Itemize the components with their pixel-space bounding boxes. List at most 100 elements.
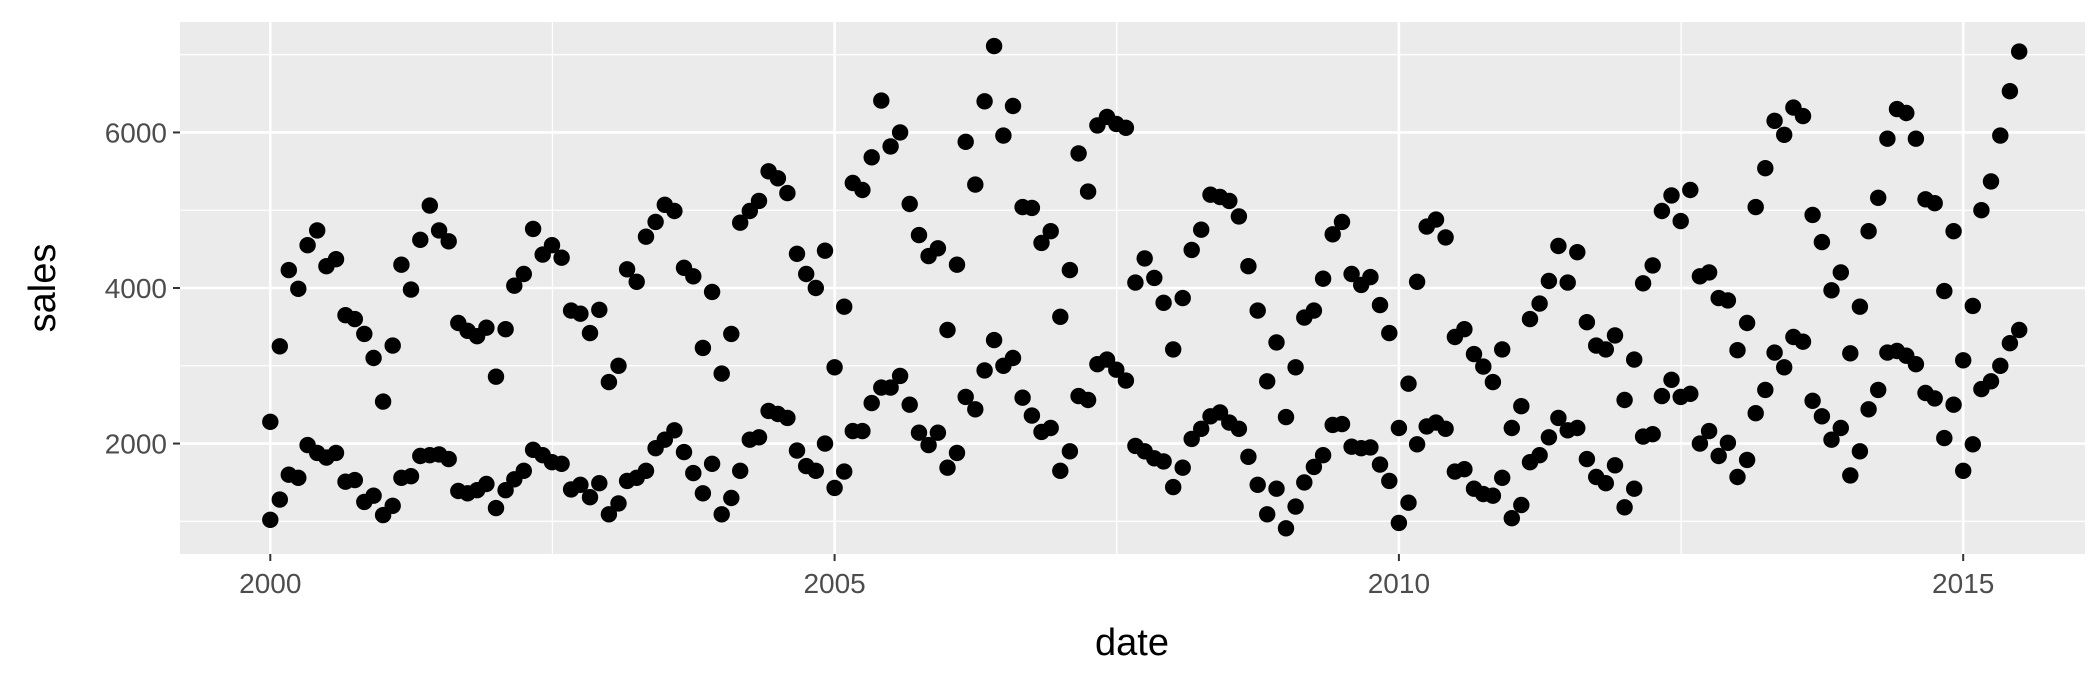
data-point (1578, 314, 1596, 331)
data-point (1992, 127, 2009, 144)
data-point (1004, 349, 1022, 367)
data-point (807, 462, 824, 479)
data-point (1456, 461, 1473, 478)
data-point (1832, 419, 1850, 437)
data-point (1531, 447, 1548, 464)
data-point (985, 37, 1003, 55)
data-point (271, 338, 288, 355)
data-point (2011, 43, 2028, 60)
data-point (618, 261, 636, 278)
data-point (1936, 429, 1953, 447)
data-point (1183, 241, 1200, 259)
data-point (920, 436, 937, 454)
data-point (1314, 270, 1332, 287)
data-point (1955, 352, 1972, 369)
data-point (1879, 130, 1896, 147)
data-point (1408, 436, 1426, 453)
data-point (1127, 274, 1144, 291)
data-point (1813, 408, 1831, 425)
data-point (1324, 226, 1341, 243)
data-point (750, 429, 768, 446)
data-point (1729, 342, 1746, 359)
data-point (1870, 189, 1887, 206)
y-tick-label: 4000 (105, 273, 167, 304)
data-point (1155, 294, 1172, 311)
data-point (901, 195, 918, 213)
data-point (1400, 375, 1417, 392)
data-point (1052, 462, 1069, 479)
data-point (1710, 447, 1727, 465)
data-point (1794, 107, 1812, 125)
data-point (1070, 145, 1087, 162)
data-point (1766, 344, 1783, 361)
data-point (524, 220, 542, 238)
data-point (854, 181, 871, 199)
data-point (1719, 292, 1737, 309)
data-point (1559, 274, 1576, 291)
data-point (694, 339, 712, 357)
data-point (1494, 341, 1511, 358)
data-point (1851, 443, 1869, 460)
data-point (440, 233, 457, 250)
data-point (666, 202, 683, 220)
data-point (816, 242, 834, 259)
data-point (346, 471, 363, 489)
data-point (836, 298, 853, 315)
data-point (836, 463, 853, 480)
data-point (694, 485, 712, 502)
data-point (1221, 192, 1238, 210)
data-point (1193, 420, 1210, 437)
data-point (666, 422, 683, 439)
y-axis-title: sales (22, 244, 64, 333)
data-point (478, 319, 495, 336)
data-point (750, 192, 768, 210)
data-point (1616, 391, 1633, 409)
data-point (1700, 264, 1718, 281)
x-tick-label: 2010 (1368, 568, 1430, 599)
data-point (1240, 258, 1257, 275)
data-point (1653, 202, 1671, 220)
data-point (1296, 474, 1313, 491)
x-axis-ticks: 2000 2005 2010 2015 (239, 554, 1994, 599)
data-point (299, 237, 316, 254)
data-point (600, 506, 618, 523)
data-point (628, 273, 645, 290)
data-point (1437, 420, 1454, 437)
data-point (1634, 275, 1652, 292)
data-point (1776, 126, 1793, 143)
data-point (1842, 345, 1859, 362)
data-point (1408, 273, 1426, 290)
data-point (1503, 510, 1521, 527)
data-point (290, 469, 307, 486)
data-point (365, 487, 382, 504)
data-point (1964, 297, 1982, 315)
data-point (515, 462, 532, 479)
data-point (1578, 450, 1596, 468)
data-point (1230, 208, 1248, 225)
data-point (939, 321, 956, 339)
data-point (290, 280, 307, 297)
data-point (1427, 211, 1445, 228)
data-point (402, 281, 420, 298)
data-point (1823, 282, 1840, 299)
data-point (1936, 282, 1953, 300)
data-point (863, 149, 880, 166)
data-point (1381, 472, 1398, 490)
data-point (1465, 345, 1483, 363)
data-point (1117, 119, 1135, 136)
data-point (1503, 419, 1521, 437)
data-point (1794, 333, 1812, 350)
data-point (1079, 391, 1097, 409)
data-point (327, 444, 345, 462)
data-point (384, 337, 401, 354)
data-point (1747, 198, 1764, 216)
data-point (478, 475, 495, 493)
data-point (393, 256, 410, 273)
data-point (1052, 308, 1069, 325)
data-point (1926, 195, 1943, 212)
data-point (1945, 223, 1962, 240)
data-point (1362, 268, 1379, 286)
data-point (1268, 480, 1285, 497)
data-point (1259, 373, 1276, 390)
data-point (374, 393, 392, 410)
